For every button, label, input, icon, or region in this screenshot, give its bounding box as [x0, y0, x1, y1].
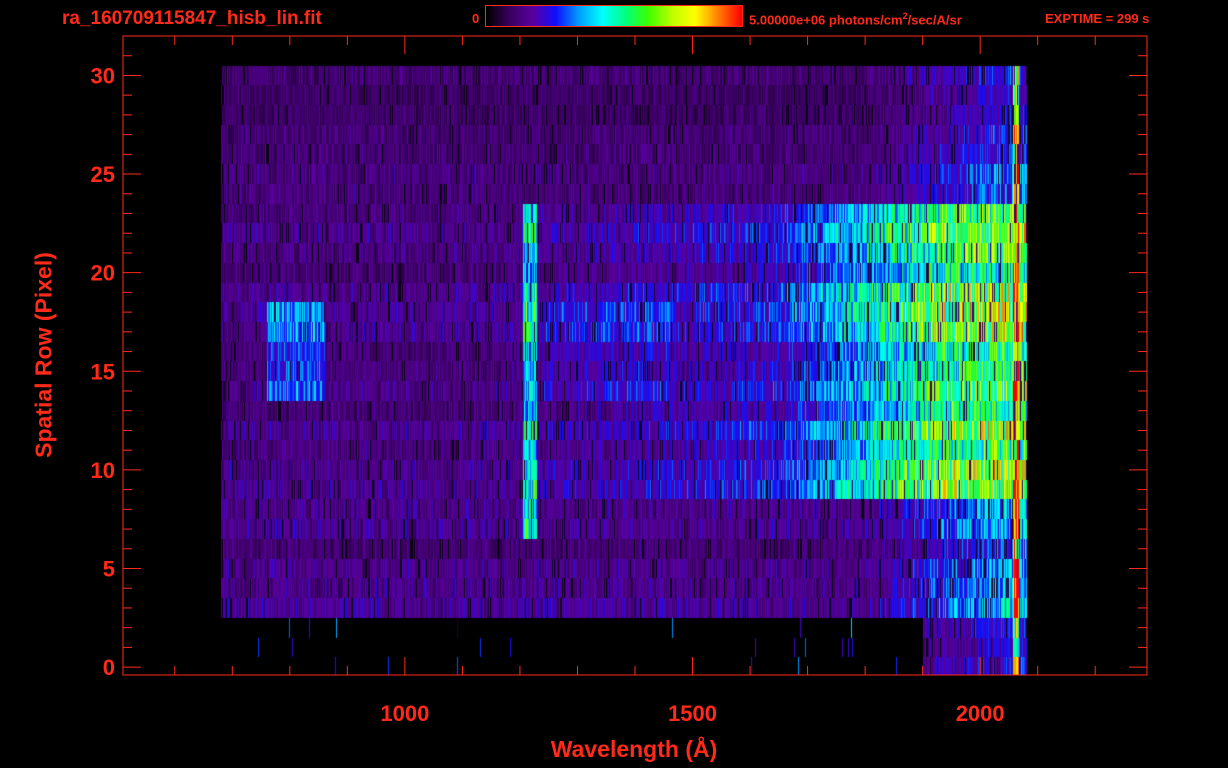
- colorbar-min-label: 0: [472, 11, 480, 26]
- x-tick-label: 1000: [380, 701, 429, 726]
- colorbar-gradient: [486, 6, 742, 26]
- y-tick-label: 10: [91, 458, 115, 483]
- x-axis-label: Wavelength (Å): [550, 736, 718, 762]
- colorbar-max-text: 5.00000e+06 photons/cm: [749, 12, 903, 28]
- y-tick-label: 25: [91, 162, 115, 187]
- colorbar: [485, 5, 743, 27]
- spectrum-heatmap: [123, 36, 1147, 675]
- x-tick-label: 1500: [668, 701, 717, 726]
- colorbar-max-label: 5.00000e+06 photons/cm2/sec/A/sr: [749, 11, 962, 27]
- y-tick-label: 0: [103, 655, 115, 680]
- colorbar-units-exponent: 2: [902, 11, 908, 21]
- y-tick-label: 20: [91, 261, 115, 286]
- y-tick-label: 5: [103, 557, 115, 582]
- x-tick-label: 2000: [956, 701, 1005, 726]
- exposure-time: EXPTIME = 299 s: [1045, 11, 1150, 26]
- colorbar-units-suffix: /sec/A/sr: [907, 12, 962, 28]
- y-axis-label: Spatial Row (Pixel): [30, 252, 57, 458]
- chart-title: ra_160709115847_hisb_lin.fit: [62, 8, 322, 29]
- y-tick-label: 30: [91, 63, 115, 88]
- y-tick-label: 15: [91, 359, 115, 384]
